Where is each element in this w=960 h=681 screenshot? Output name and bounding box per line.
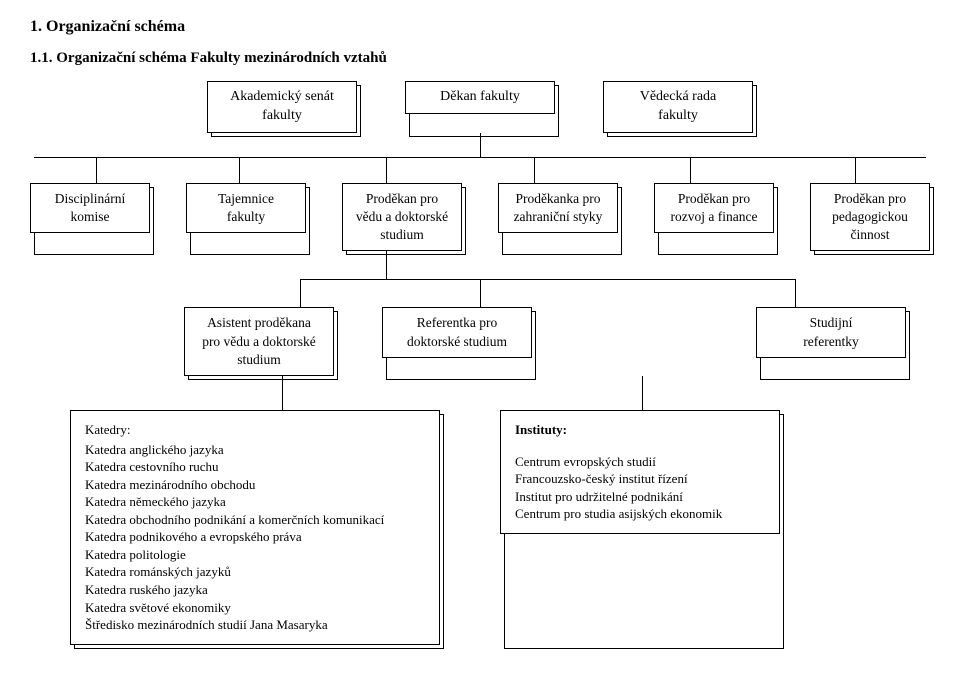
box-referent-doctoral: Referentka prodoktorské studium bbox=[382, 307, 532, 357]
box-study-referents: Studijníreferentky bbox=[756, 307, 906, 357]
department-item: Štředisko mezinárodních studií Jana Masa… bbox=[85, 616, 425, 634]
org-row-3: Asistent proděkanapro vědu a doktorskést… bbox=[30, 307, 930, 376]
department-item: Katedra ruského jazyka bbox=[85, 581, 425, 599]
institute-item: Centrum pro studia asijských ekonomik bbox=[515, 505, 765, 523]
box-faculty-secretary: Tajemnicefakulty bbox=[186, 183, 306, 233]
box-vicedean-pedagogy: Proděkan propedagogickoučinnost bbox=[810, 183, 930, 252]
heading-2: 1.1. Organizační schéma Fakulty mezináro… bbox=[30, 50, 930, 67]
org-row-2: Disciplinárníkomise Tajemnicefakulty Pro… bbox=[30, 183, 930, 252]
heading-1: 1. Organizační schéma bbox=[30, 18, 930, 36]
department-item: Katedra politologie bbox=[85, 546, 425, 564]
connector-bus-top bbox=[34, 133, 926, 183]
box-institutes: Instituty: Centrum evropských studiíFran… bbox=[500, 410, 780, 534]
box-vicedean-science: Proděkan provědu a doktorskéstudium bbox=[342, 183, 462, 252]
department-item: Katedra anglického jazyka bbox=[85, 441, 425, 459]
org-row-top: Akademický senátfakulty Děkan fakulty Vě… bbox=[30, 81, 930, 133]
departments-list: Katedra anglického jazykaKatedra cestovn… bbox=[85, 441, 425, 634]
institutes-title: Instituty: bbox=[515, 421, 765, 439]
box-science-council: Vědecká radafakulty bbox=[603, 81, 753, 133]
departments-title: Katedry: bbox=[85, 421, 425, 439]
org-row-4: Katedry: Katedra anglického jazykaKatedr… bbox=[30, 410, 930, 645]
connector-mid bbox=[30, 251, 930, 307]
department-item: Katedra podnikového a evropského práva bbox=[85, 528, 425, 546]
department-item: Katedra cestovního ruchu bbox=[85, 458, 425, 476]
department-item: Katedra světové ekonomiky bbox=[85, 599, 425, 617]
box-departments: Katedry: Katedra anglického jazykaKatedr… bbox=[70, 410, 440, 645]
connector-bottom bbox=[30, 376, 930, 410]
box-academic-senate: Akademický senátfakulty bbox=[207, 81, 357, 133]
box-disciplinary-committee: Disciplinárníkomise bbox=[30, 183, 150, 233]
institute-item: Centrum evropských studií bbox=[515, 453, 765, 471]
box-assistant-vicedean: Asistent proděkanapro vědu a doktorskést… bbox=[184, 307, 334, 376]
department-item: Katedra obchodního podnikání a komerčníc… bbox=[85, 511, 425, 529]
box-dean: Děkan fakulty bbox=[405, 81, 555, 114]
institute-item: Francouzsko-český institut řízení bbox=[515, 470, 765, 488]
institutes-list: Centrum evropských studiíFrancouzsko-čes… bbox=[515, 453, 765, 523]
box-vicedean-foreign: Proděkanka prozahraniční styky bbox=[498, 183, 618, 233]
institute-item: Institut pro udržitelné podnikání bbox=[515, 488, 765, 506]
department-item: Katedra mezinárodního obchodu bbox=[85, 476, 425, 494]
department-item: Katedra německého jazyka bbox=[85, 493, 425, 511]
box-vicedean-finance: Proděkan prorozvoj a finance bbox=[654, 183, 774, 233]
department-item: Katedra románských jazyků bbox=[85, 563, 425, 581]
